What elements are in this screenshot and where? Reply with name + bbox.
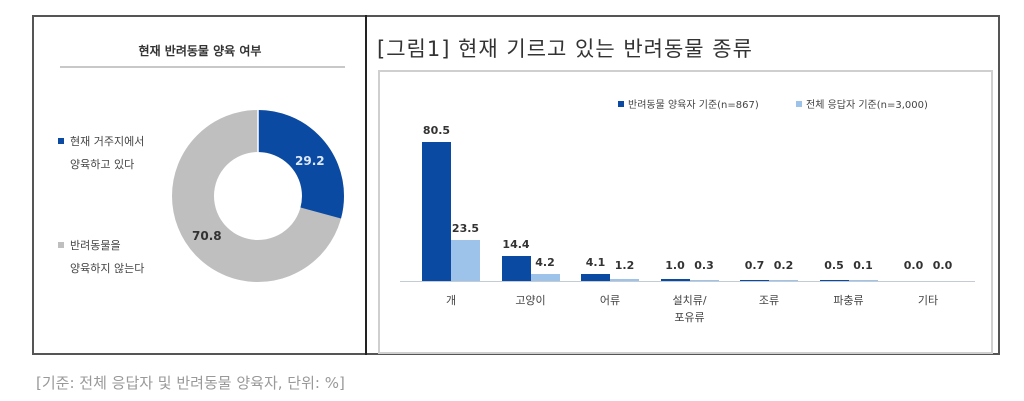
legend-swatch-owners [618,101,624,107]
legend-item-not-owned: 반려동물을 양육하지 않는다 [58,234,144,280]
bar-all [848,279,878,281]
bar-all [451,240,480,281]
legend-swatch-not-owned [58,242,64,248]
category-label: 파충류 [833,294,864,307]
legend-label-line2: 양육하고 있다 [70,158,135,171]
donut-label-owned: 29.2 [295,154,325,168]
legend-label-all: 전체 응답자 기준(n=3,000) [806,100,928,111]
category-label: 조류 [758,294,780,307]
bar-all [530,273,560,281]
bar-value-label: 0.7 [744,259,765,272]
bar-owners [819,279,849,281]
legend-item-owners: 반려동물 양육자 기준(n=867) [618,96,759,111]
bar-owners [660,279,690,281]
bar-value-label: 0.2 [773,259,794,272]
category-label: 고양이 [515,294,546,307]
bar-owners [501,256,531,281]
donut-chart-title: 현재 반려동물 양육 여부 [138,44,262,58]
bar-all [610,278,639,281]
bar-value-label: 0.0 [903,259,924,272]
bar-all [689,279,719,281]
bar-chart-area [378,70,993,354]
bar-value-label: 80.5 [422,124,451,137]
bar-all [769,279,798,281]
category-label: 기타 [917,294,939,307]
bar-value-label: 0.0 [932,259,953,272]
legend-item-owned: 현재 거주지에서 양육하고 있다 [58,130,144,176]
bar-value-label: 0.5 [824,259,844,272]
bar-value-label: 4.1 [585,255,606,269]
legend-swatch-owned [58,138,64,144]
legend-item-all: 전체 응답자 기준(n=3,000) [796,96,928,111]
bar-value-label: 14.4 [502,238,530,252]
bar-value-label: 23.5 [451,222,480,236]
bar-value-label: 4.2 [535,255,555,269]
panel-divider [365,15,367,355]
bar-value-label: 1.0 [665,259,685,272]
legend-label-owners: 반려동물 양육자 기준(n=867) [628,100,759,111]
bar-chart-title: [그림1] 현재 기르고 있는 반려동물 종류 [377,37,753,61]
legend-swatch-all [796,101,802,107]
title-underline [60,66,345,68]
legend-label-line1: 반려동물을 [70,239,121,252]
bar-owners [581,273,610,281]
category-label: 설치류/포유류 [672,294,707,324]
x-axis [400,281,975,282]
bar-owners [740,279,769,281]
bar-value-label: 0.1 [853,259,873,272]
category-label: 어류 [599,294,621,307]
donut-chart [172,110,344,282]
donut-label-not-owned: 70.8 [192,229,222,243]
bar-value-label: 0.3 [694,259,714,272]
legend-label-line2: 양육하지 않는다 [70,262,145,275]
category-label: 개 [445,294,457,307]
bar-value-label: 1.2 [614,259,635,272]
footnote: [기준: 전체 응답자 및 반려동물 양육자, 단위: %] [36,374,345,392]
bar-owners [422,142,451,281]
legend-label-line1: 현재 거주지에서 [70,135,145,148]
figure-frame [32,15,1000,355]
